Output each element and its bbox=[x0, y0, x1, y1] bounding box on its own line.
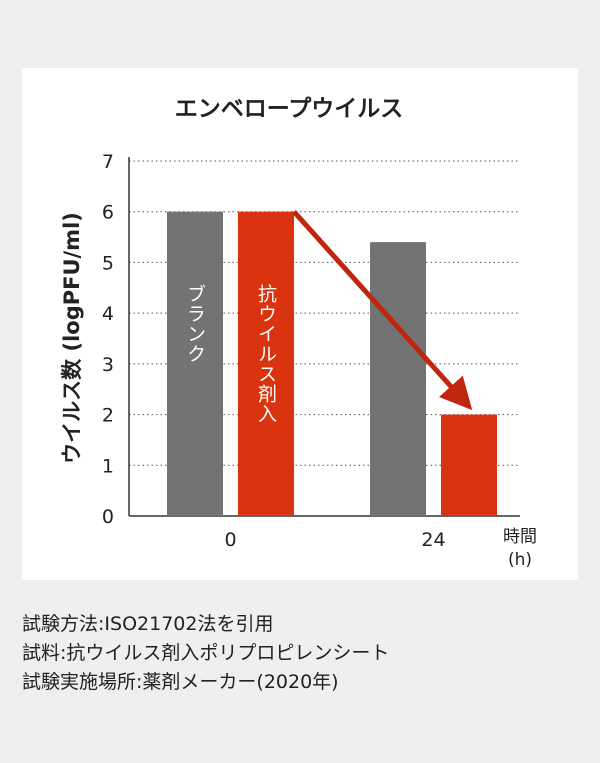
y-tick-label: 1 bbox=[102, 455, 114, 477]
y-tick-label: 2 bbox=[102, 405, 114, 427]
note-method: 試験方法:ISO21702法を引用 bbox=[22, 613, 274, 635]
bar-24-0 bbox=[370, 242, 426, 516]
trend-arrow bbox=[292, 210, 473, 411]
x-tick-label: 0 bbox=[224, 529, 236, 551]
note-location: 試験実施場所:薬剤メーカー(2020年) bbox=[22, 671, 339, 693]
bar-0-1 bbox=[238, 211, 294, 516]
y-axis-label: ウイルス数 (logPFU/ml) bbox=[60, 212, 84, 464]
y-tick-label: 4 bbox=[102, 303, 114, 325]
y-tick-label: 6 bbox=[102, 202, 114, 224]
y-tick-label: 5 bbox=[102, 252, 114, 274]
y-tick-label: 7 bbox=[102, 151, 114, 173]
y-tick-label: 3 bbox=[102, 354, 114, 376]
x-axis-label-line2: (h) bbox=[508, 550, 532, 570]
series-label-0: ブランク bbox=[184, 283, 206, 363]
chart-card: エンベロープウイルス 0 1 2 3 4 5 6 7 ウイルス数 (logPFU/ml) 0 24 ブラ… bbox=[22, 68, 578, 580]
note-sample: 試料:抗ウイルス剤入ポリプロピレンシート bbox=[22, 642, 390, 664]
bar-0-0 bbox=[167, 211, 223, 516]
bar-chart: エンベロープウイルス 0 1 2 3 4 5 6 7 ウイルス数 (logPFU/ml) 0 24 ブラ… bbox=[60, 96, 537, 570]
series-label-1: 抗ウイルス剤入 bbox=[255, 283, 277, 423]
x-tick-label: 24 bbox=[421, 529, 445, 551]
y-tick-label: 0 bbox=[102, 506, 114, 528]
x-axis-label-line1: 時間 bbox=[503, 527, 537, 547]
test-notes: 試験方法:ISO21702法を引用 試料:抗ウイルス剤入ポリプロピレンシート 試… bbox=[22, 610, 578, 697]
chart-title: エンベロープウイルス bbox=[175, 96, 404, 122]
bar-24-1 bbox=[441, 414, 497, 516]
